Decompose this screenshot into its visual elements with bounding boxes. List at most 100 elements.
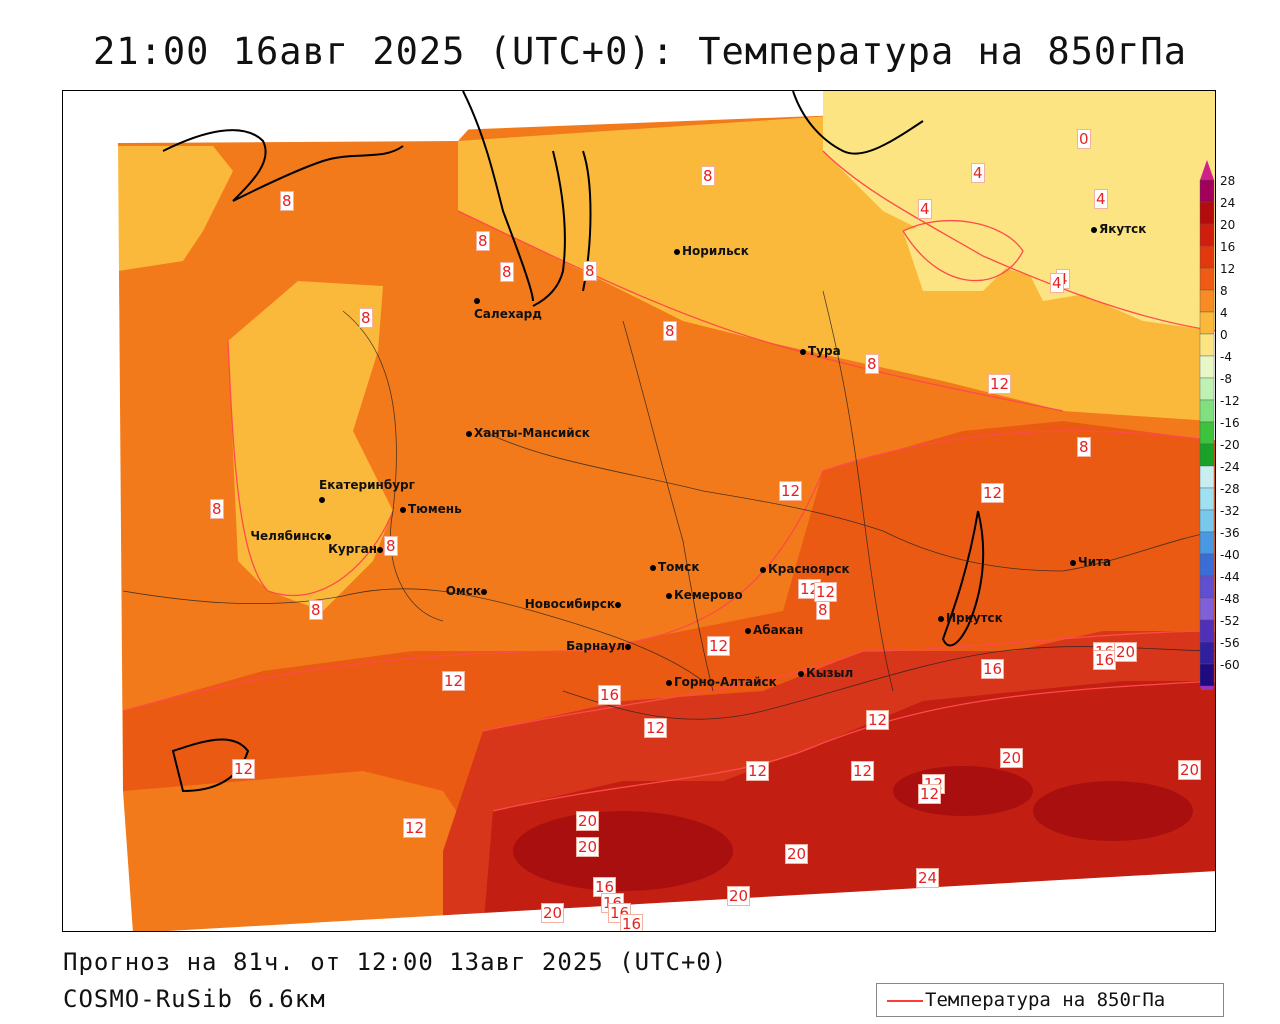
city-name: Ханты-Мансийск xyxy=(474,426,590,440)
colorbar-tick-label: -44 xyxy=(1220,570,1240,584)
colorbar-swatch xyxy=(1199,641,1215,665)
colorbar-swatch xyxy=(1199,311,1215,335)
city-label: Иркутск xyxy=(938,611,1003,625)
city-name: Абакан xyxy=(753,623,804,637)
outside-domain-left xyxy=(63,91,133,931)
city-name: Кемерово xyxy=(674,588,743,602)
city-label: Курган xyxy=(328,542,385,556)
contour-value-label: 0 xyxy=(1077,129,1091,149)
colorbar-swatch xyxy=(1199,223,1215,247)
contour-value-label: 20 xyxy=(785,844,809,864)
city-label: Ханты-Мансийск xyxy=(466,426,590,440)
colorbar-swatch xyxy=(1199,267,1215,291)
colorbar-tick-label: -4 xyxy=(1220,350,1232,364)
contour-value-label: 12 xyxy=(918,784,942,804)
city-label: Челябинск xyxy=(250,529,333,543)
contour-value-label: 20 xyxy=(576,811,600,831)
city-label: Екатеринбург xyxy=(319,478,415,506)
model-name: COSMO-RuSib 6.6км xyxy=(63,985,326,1013)
colorbar-swatch xyxy=(1199,377,1215,401)
contour-value-label: 12 xyxy=(814,582,838,602)
colorbar-tick-label: -60 xyxy=(1220,658,1240,672)
colorbar-swatch xyxy=(1199,399,1215,423)
city-dot xyxy=(615,601,621,608)
colorbar-tick-label: -32 xyxy=(1220,504,1240,518)
colorbar-swatch xyxy=(1199,289,1215,313)
border-line xyxy=(622,320,714,692)
colorbar-bottom-arrow xyxy=(1200,686,1214,690)
border-line xyxy=(342,310,444,622)
city-dot xyxy=(760,566,766,573)
field-8-12-sw xyxy=(123,771,483,931)
contour-value-label: 8 xyxy=(701,166,715,186)
colorbar-tick-label: -8 xyxy=(1220,372,1232,386)
city-label: Барнаул xyxy=(566,639,633,653)
city-dot xyxy=(800,348,806,355)
city-name: Иркутск xyxy=(946,611,1003,625)
city-dot xyxy=(319,496,325,503)
colorbar-top-arrow xyxy=(1200,160,1214,180)
colorbar-swatch xyxy=(1199,421,1215,445)
city-label: Горно-Алтайск xyxy=(666,675,777,689)
contour-value-label: 16 xyxy=(981,659,1005,679)
legend-line-swatch xyxy=(887,1000,923,1002)
city-name: Екатеринбург xyxy=(319,478,415,492)
city-label: Кызыл xyxy=(798,666,853,680)
contour-value-label: 12 xyxy=(644,718,668,738)
field-24-28-b xyxy=(893,766,1033,816)
city-label: Новосибирск xyxy=(525,597,623,611)
contour-value-label: 8 xyxy=(816,600,830,620)
contour-value-label: 8 xyxy=(476,231,490,251)
city-dot xyxy=(674,248,680,255)
city-label: Салехард xyxy=(474,293,542,321)
city-name: Барнаул xyxy=(566,639,625,653)
colorbar-tick-label: 28 xyxy=(1220,174,1236,188)
field-0-4-east xyxy=(903,211,1023,291)
contour-line xyxy=(902,219,1024,282)
field-24-28 xyxy=(513,811,733,891)
contour-value-label: 8 xyxy=(583,261,597,281)
colorbar-tick-label: -24 xyxy=(1220,460,1240,474)
contour-value-label: 8 xyxy=(359,308,373,328)
city-label: Омск xyxy=(446,584,489,598)
map-title: 21:00 16авг 2025 (UTC+0): Температура на… xyxy=(93,30,1187,73)
city-dot xyxy=(1091,226,1097,233)
border-line xyxy=(822,290,894,692)
colorbar-tick-label: -12 xyxy=(1220,394,1240,408)
coastline xyxy=(162,129,404,202)
city-name: Чита xyxy=(1078,555,1112,569)
city-name: Кызыл xyxy=(806,666,854,680)
lake-baikal xyxy=(941,510,985,647)
contour-value-label: 12 xyxy=(866,710,890,730)
city-name: Красноярск xyxy=(768,562,850,576)
contour-value-label: 12 xyxy=(403,818,427,838)
contour-value-label: 16 xyxy=(598,685,622,705)
colorbar-swatch xyxy=(1199,333,1215,357)
colorbar-tick-label: 8 xyxy=(1220,284,1228,298)
contour-value-label: 12 xyxy=(232,759,256,779)
contour-value-label: 8 xyxy=(280,191,294,211)
colorbar-swatch xyxy=(1199,619,1215,643)
colorbar-swatch xyxy=(1199,553,1215,577)
contour-value-label: 12 xyxy=(988,374,1012,394)
line-legend: Температура на 850гПа xyxy=(876,983,1224,1017)
contour-value-label: 12 xyxy=(851,761,875,781)
colorbar-tick-label: 0 xyxy=(1220,328,1228,342)
contour-value-label: 8 xyxy=(500,262,514,282)
city-label: Красноярск xyxy=(760,562,850,576)
colorbar-tick-label: -16 xyxy=(1220,416,1240,430)
colorbar-swatch xyxy=(1199,355,1215,379)
city-name: Горно-Алтайск xyxy=(674,675,777,689)
contour-line xyxy=(492,680,1215,812)
contour-value-label: 12 xyxy=(746,761,770,781)
colorbar-swatch xyxy=(1199,245,1215,269)
contour-value-label: 20 xyxy=(727,886,751,906)
city-dot xyxy=(650,564,656,571)
city-dot xyxy=(377,546,383,553)
coastline xyxy=(532,150,566,307)
city-name: Новосибирск xyxy=(524,597,615,611)
contour-value-label: 8 xyxy=(1077,437,1091,457)
border-line xyxy=(482,430,884,532)
colorbar-tick-label: 12 xyxy=(1220,262,1236,276)
colorbar-tick-label: -48 xyxy=(1220,592,1240,606)
